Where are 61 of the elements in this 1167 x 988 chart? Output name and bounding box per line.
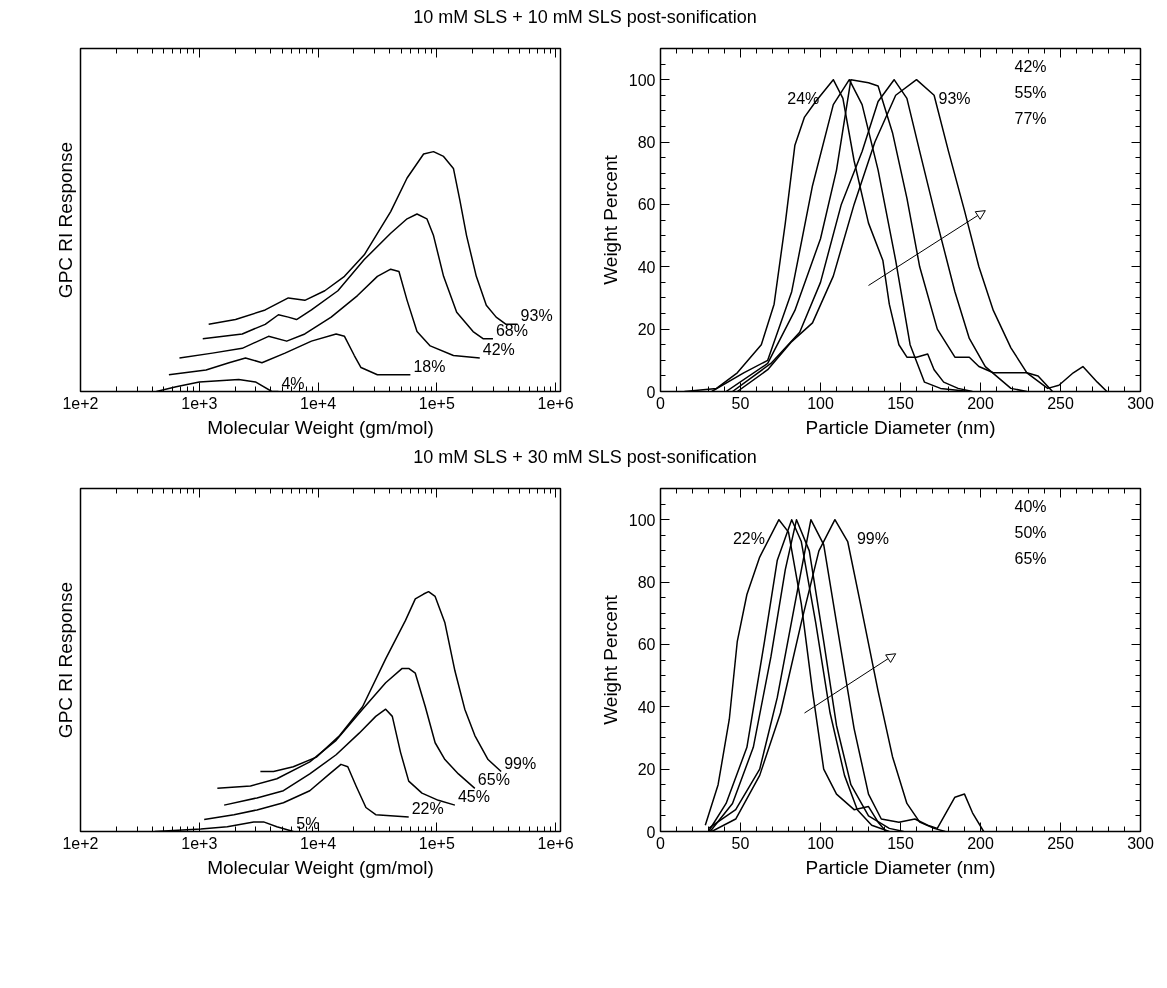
series-label: 65% — [477, 771, 510, 789]
series-label: 22% — [411, 800, 444, 818]
x-tick-label: 250 — [1047, 834, 1074, 852]
annotation: 55% — [1014, 84, 1047, 101]
y-tick-label: 0 — [646, 823, 656, 841]
series-label: 42% — [482, 340, 515, 358]
y-tick-label: 100 — [628, 71, 656, 89]
chart-title: 10 mM SLS + 10 mM SLS post-sonification — [413, 6, 757, 29]
annotation: 65% — [1014, 550, 1047, 567]
x-tick-label: 1e+2 — [62, 394, 99, 412]
x-tick-label: 150 — [887, 394, 914, 412]
x-tick-label: 1e+2 — [62, 834, 99, 852]
x-tick-label: 250 — [1047, 394, 1074, 412]
x-tick-label: 200 — [967, 834, 994, 852]
y-axis-title: Weight Percent — [599, 594, 621, 725]
x-tick-label: 150 — [887, 834, 914, 852]
x-tick-label: 1e+4 — [300, 394, 337, 412]
annotation: 42% — [1014, 58, 1047, 75]
x-tick-label: 1e+4 — [300, 834, 337, 852]
y-tick-label: 40 — [637, 258, 656, 276]
x-tick-label: 100 — [807, 394, 834, 412]
series-label: 99% — [856, 529, 889, 547]
y-axis-title: Weight Percent — [599, 154, 621, 285]
x-tick-label: 1e+3 — [181, 834, 218, 852]
x-tick-label: 300 — [1127, 834, 1154, 852]
x-tick-label: 1e+6 — [537, 834, 574, 852]
y-axis-title: GPC RI Response — [54, 581, 76, 739]
annotation: 40% — [1014, 498, 1047, 515]
x-tick-label: 200 — [967, 394, 994, 412]
x-tick-label: 1e+5 — [418, 834, 455, 852]
x-tick-label: 300 — [1127, 394, 1154, 412]
y-tick-label: 40 — [637, 698, 656, 716]
x-axis-title: Molecular Weight (gm/mol) — [207, 416, 434, 438]
x-tick-label: 1e+6 — [537, 394, 574, 412]
x-tick-label: 50 — [731, 394, 750, 412]
series-label: 93% — [938, 89, 971, 107]
y-tick-label: 20 — [637, 761, 656, 779]
y-tick-label: 60 — [637, 636, 656, 654]
series-label: 22% — [732, 529, 765, 547]
series-label: 24% — [787, 89, 820, 107]
legend-label: 4% — [281, 374, 305, 392]
chart-title: 10 mM SLS + 30 mM SLS post-sonification — [413, 446, 757, 469]
x-axis-title: Particle Diameter (nm) — [805, 856, 996, 878]
y-tick-label: 60 — [637, 196, 656, 214]
series-label: 45% — [457, 788, 490, 806]
series-label: 18% — [413, 357, 446, 375]
annotation: 77% — [1014, 110, 1047, 127]
x-axis-title: Particle Diameter (nm) — [805, 416, 996, 438]
x-tick-label: 100 — [807, 834, 834, 852]
y-tick-label: 0 — [646, 383, 656, 401]
x-tick-label: 50 — [731, 834, 750, 852]
y-tick-label: 80 — [637, 134, 656, 152]
y-tick-label: 100 — [628, 511, 656, 529]
x-tick-label: 1e+3 — [181, 394, 218, 412]
series-label: 99% — [504, 754, 537, 772]
y-tick-label: 80 — [637, 574, 656, 592]
y-tick-label: 20 — [637, 321, 656, 339]
x-axis-title: Molecular Weight (gm/mol) — [207, 856, 434, 878]
x-tick-label: 1e+5 — [418, 394, 455, 412]
y-axis-title: GPC RI Response — [54, 141, 76, 299]
annotation: 50% — [1014, 524, 1047, 541]
